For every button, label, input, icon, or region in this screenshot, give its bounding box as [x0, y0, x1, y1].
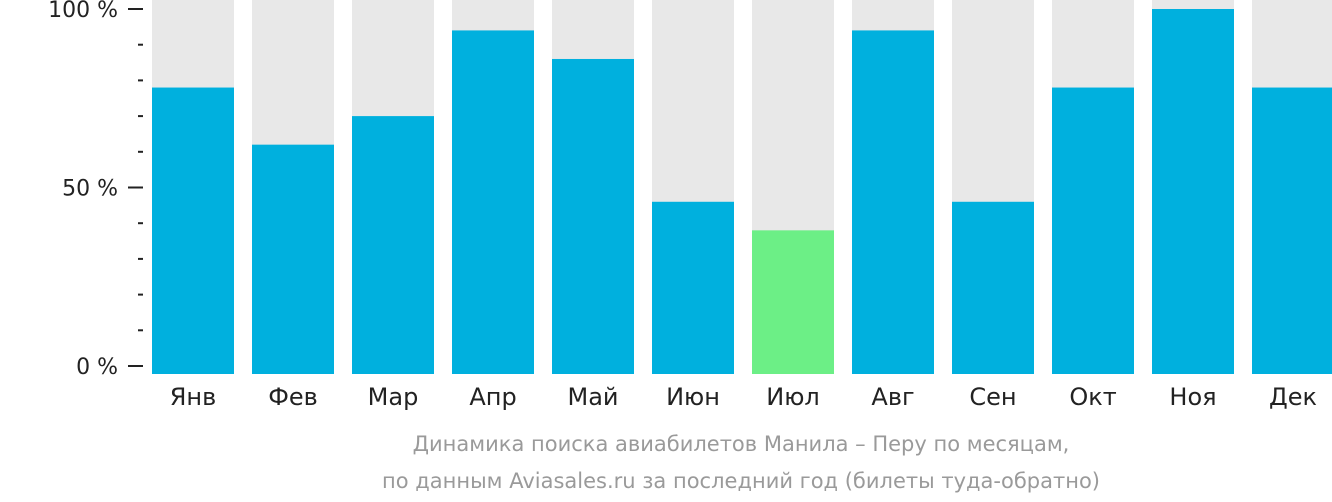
- bar-month-1: [152, 87, 234, 374]
- x-tick-label-month-10: Окт: [1069, 383, 1116, 411]
- x-axis: Янв Фев Мар Апр Май Июн Июл Авг Сен Окт Ноя Дек: [170, 383, 1317, 411]
- x-tick-label-month-7: Июл: [766, 383, 820, 411]
- x-tick-label-month-5: Май: [567, 383, 618, 411]
- x-tick-label-month-4: Апр: [469, 383, 516, 411]
- x-tick-label-month-8: Авг: [871, 383, 914, 411]
- bar-month-6: [652, 201, 734, 374]
- x-tick-label-month-11: Ноя: [1169, 383, 1216, 411]
- chart-caption-line-2: по данным Aviasales.ru за последний год …: [382, 469, 1100, 493]
- bars-group: [152, 0, 1332, 374]
- bar-month-10: [1052, 87, 1134, 374]
- bar-month-3: [352, 116, 434, 374]
- bar-month-9: [952, 201, 1034, 374]
- bar-month-7: [752, 230, 834, 374]
- x-tick-label-month-2: Фев: [268, 383, 318, 411]
- bar-month-2: [252, 144, 334, 374]
- y-tick-label-0: 0 %: [76, 355, 118, 380]
- y-tick-label-1: 50 %: [62, 177, 118, 202]
- x-tick-label-month-12: Дек: [1269, 383, 1317, 411]
- x-tick-label-month-6: Июн: [666, 383, 720, 411]
- y-axis: 0 % 50 % 100 %: [48, 0, 143, 380]
- x-tick-label-month-1: Янв: [170, 383, 217, 411]
- bar-month-5: [552, 58, 634, 374]
- x-tick-label-month-3: Мар: [368, 383, 419, 411]
- bar-month-8: [852, 30, 934, 374]
- bar-month-11: [1152, 9, 1234, 374]
- chart-caption-line-1: Динамика поиска авиабилетов Манила – Пер…: [413, 432, 1070, 456]
- bar-month-4: [452, 30, 534, 374]
- y-tick-label-2: 100 %: [48, 0, 118, 23]
- x-tick-label-month-9: Сен: [969, 383, 1016, 411]
- bar-month-12: [1252, 87, 1332, 374]
